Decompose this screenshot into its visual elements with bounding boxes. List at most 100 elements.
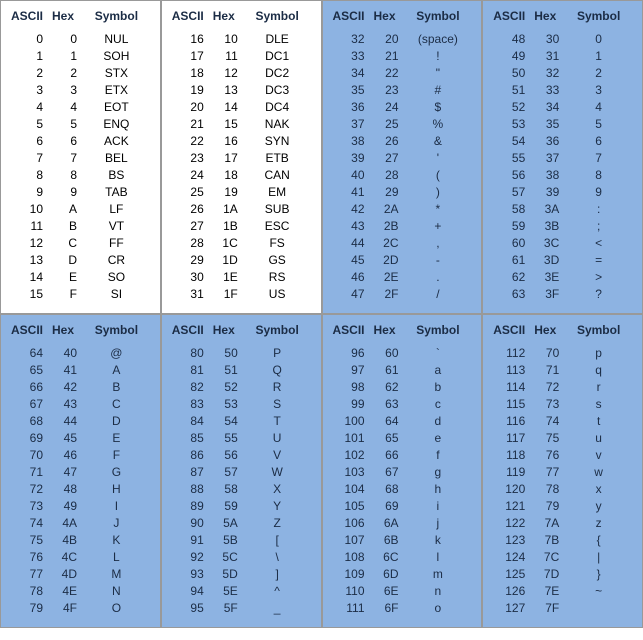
symbol-cell: M xyxy=(79,566,154,583)
ascii-cell: 87 xyxy=(168,464,208,481)
hex-cell: 6E xyxy=(369,583,401,600)
symbol-cell: 6 xyxy=(561,133,636,150)
symbol-cell: V xyxy=(240,447,315,464)
hex-cell: 77 xyxy=(529,464,561,481)
symbol-cell: SYN xyxy=(240,133,315,150)
table-row: 3321! xyxy=(329,48,476,65)
table-row: 8353S xyxy=(168,396,315,413)
header-c3: Symbol xyxy=(240,9,315,23)
symbol-cell: { xyxy=(561,532,636,549)
hex-cell: 44 xyxy=(47,413,79,430)
table-row: 623E> xyxy=(489,269,636,286)
table-row: 51333 xyxy=(489,82,636,99)
symbol-cell: s xyxy=(561,396,636,413)
table-row: 55ENQ xyxy=(7,116,154,133)
symbol-cell: f xyxy=(401,447,476,464)
table-row: 10468h xyxy=(329,481,476,498)
table-row: 2216SYN xyxy=(168,133,315,150)
symbol-cell: US xyxy=(240,286,315,303)
hex-cell: 5A xyxy=(208,515,240,532)
ascii-cell: 57 xyxy=(489,184,529,201)
header-c2: Hex xyxy=(208,9,240,23)
ascii-cell: 22 xyxy=(168,133,208,150)
table-row: 1247C| xyxy=(489,549,636,566)
hex-cell: 5E xyxy=(208,583,240,600)
ascii-cell: 49 xyxy=(489,48,529,65)
table-row: 764CL xyxy=(7,549,154,566)
symbol-cell: (space) xyxy=(401,31,476,48)
table-row: 3523# xyxy=(329,82,476,99)
symbol-cell: FS xyxy=(240,235,315,252)
ascii-cell: 69 xyxy=(7,430,47,447)
header-c3: Symbol xyxy=(561,323,636,337)
symbol-cell: G xyxy=(79,464,154,481)
table-row: 11573s xyxy=(489,396,636,413)
header-c3: Symbol xyxy=(401,9,476,23)
hex-cell: 5F xyxy=(208,600,240,617)
hex-cell: 34 xyxy=(529,99,561,116)
ascii-cell: 99 xyxy=(329,396,369,413)
symbol-cell: y xyxy=(561,498,636,515)
ascii-cell: 1 xyxy=(7,48,47,65)
ascii-cell: 115 xyxy=(489,396,529,413)
ascii-cell: 28 xyxy=(168,235,208,252)
panel-header: ASCIIHexSymbol xyxy=(489,323,636,337)
hex-cell: 20 xyxy=(369,31,401,48)
hex-cell: 55 xyxy=(208,430,240,447)
hex-cell: 3A xyxy=(529,201,561,218)
symbol-cell: m xyxy=(401,566,476,583)
ascii-cell: 73 xyxy=(7,498,47,515)
table-row: 1066Aj xyxy=(329,515,476,532)
hex-cell: 2 xyxy=(47,65,79,82)
hex-cell: 64 xyxy=(369,413,401,430)
hex-cell: 11 xyxy=(208,48,240,65)
hex-cell: 78 xyxy=(529,481,561,498)
symbol-cell: X xyxy=(240,481,315,498)
symbol-cell: = xyxy=(561,252,636,269)
symbol-cell: ) xyxy=(401,184,476,201)
ascii-cell: 4 xyxy=(7,99,47,116)
hex-cell: 60 xyxy=(369,345,401,362)
symbol-cell: NAK xyxy=(240,116,315,133)
symbol-cell: W xyxy=(240,464,315,481)
ascii-table-grid: ASCIIHexSymbol00NUL11SOH22STX33ETX44EOT5… xyxy=(0,0,643,628)
ascii-cell: 89 xyxy=(168,498,208,515)
ascii-cell: 53 xyxy=(489,116,529,133)
symbol-cell: # xyxy=(401,82,476,99)
symbol-cell: J xyxy=(79,515,154,532)
hex-cell: 66 xyxy=(369,447,401,464)
table-row: 6743C xyxy=(7,396,154,413)
ascii-cell: 9 xyxy=(7,184,47,201)
table-row: 13DCR xyxy=(7,252,154,269)
table-row: 9761a xyxy=(329,362,476,379)
table-row: 10ALF xyxy=(7,201,154,218)
table-row: 3422" xyxy=(329,65,476,82)
ascii-panel-2: ASCIIHexSymbol3220(space)3321!3422"3523#… xyxy=(322,0,483,314)
hex-cell: 75 xyxy=(529,430,561,447)
table-row: 472F/ xyxy=(329,286,476,303)
symbol-cell: . xyxy=(401,269,476,286)
hex-cell: 74 xyxy=(529,413,561,430)
symbol-cell: p xyxy=(561,345,636,362)
table-row: 50322 xyxy=(489,65,636,82)
table-row: 3826& xyxy=(329,133,476,150)
hex-cell: 19 xyxy=(208,184,240,201)
hex-cell: 38 xyxy=(529,167,561,184)
symbol-cell: S xyxy=(240,396,315,413)
table-row: 11371q xyxy=(489,362,636,379)
header-c2: Hex xyxy=(47,323,79,337)
ascii-cell: 90 xyxy=(168,515,208,532)
ascii-cell: 85 xyxy=(168,430,208,447)
ascii-cell: 111 xyxy=(329,600,369,617)
table-row: 281CFS xyxy=(168,235,315,252)
symbol-cell: : xyxy=(561,201,636,218)
symbol-cell: STX xyxy=(79,65,154,82)
ascii-cell: 51 xyxy=(489,82,529,99)
symbol-cell: w xyxy=(561,464,636,481)
ascii-cell: 47 xyxy=(329,286,369,303)
table-row: 12078x xyxy=(489,481,636,498)
ascii-cell: 102 xyxy=(329,447,369,464)
symbol-cell: D xyxy=(79,413,154,430)
ascii-cell: 62 xyxy=(489,269,529,286)
panel-header: ASCIIHexSymbol xyxy=(489,9,636,23)
